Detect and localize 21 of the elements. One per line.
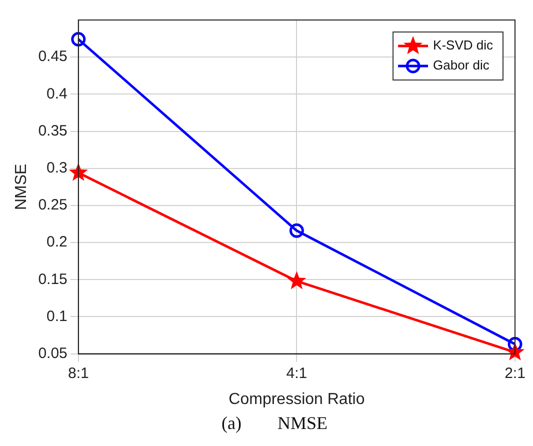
y-tick-label: 0.45 [38, 48, 68, 66]
y-tick-label: 0.2 [46, 234, 68, 251]
y-tick-label: 0.25 [38, 196, 68, 214]
y-tick-label: 0.3 [46, 159, 68, 176]
legend-label: Gabor dic [433, 58, 490, 73]
y-tick-label: 0.15 [38, 270, 68, 288]
y-tick-label: 0.1 [46, 308, 68, 325]
point [287, 271, 306, 290]
point [71, 32, 86, 47]
y-tick-label: 0.05 [38, 344, 68, 362]
y-tick-label: 0.4 [46, 85, 68, 102]
y-axis-title: NMSE [13, 164, 30, 210]
x-tick-label: 2:1 [504, 364, 526, 382]
y-tick-label: 0.35 [38, 122, 68, 140]
point [68, 162, 88, 181]
text: (a) NMSE [220, 413, 328, 434]
x-tick-label: 8:1 [68, 364, 89, 382]
legend-label: K-SVD dic [433, 38, 494, 53]
point [289, 223, 304, 238]
x-axis-title: Compression Ratio [228, 390, 365, 408]
x-tick-label: 4:1 [286, 364, 308, 382]
